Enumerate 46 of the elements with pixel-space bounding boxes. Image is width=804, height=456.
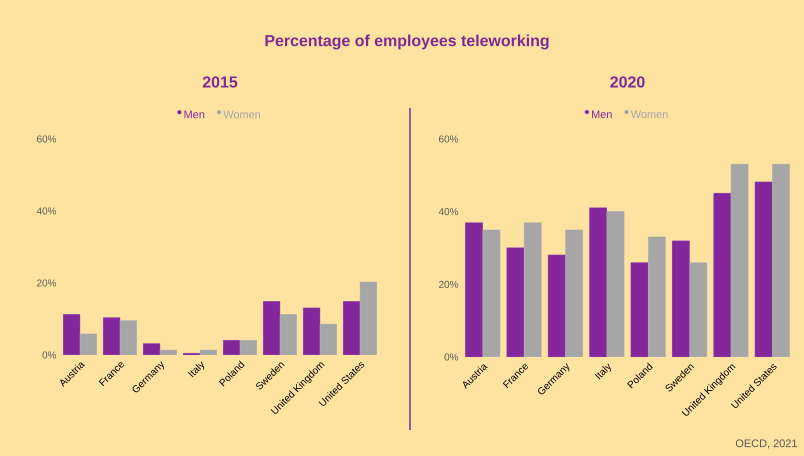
y-tick-label: 20% — [37, 279, 56, 287]
bar — [630, 262, 648, 357]
bar — [648, 236, 666, 357]
bar — [280, 314, 297, 355]
legend-label: Women — [223, 110, 260, 118]
bar — [772, 164, 790, 357]
bar — [506, 247, 524, 357]
x-tick-label: Italy — [594, 363, 611, 380]
bar — [524, 222, 542, 357]
bar — [360, 282, 377, 355]
y-tick-label: 20% — [439, 280, 458, 288]
bar — [63, 314, 80, 355]
bar — [223, 340, 240, 355]
legend-label: Women — [630, 110, 668, 118]
legend-label: Men — [592, 110, 612, 118]
bar — [713, 192, 732, 357]
bar — [730, 164, 749, 357]
legend-label: Men — [184, 110, 204, 118]
y-tick-label: 40% — [36, 207, 56, 215]
bar — [548, 254, 566, 357]
bar — [689, 262, 708, 357]
bar — [342, 301, 360, 355]
bar — [465, 222, 483, 357]
bar — [120, 320, 137, 355]
bar — [482, 230, 500, 357]
bar — [262, 301, 280, 355]
bar — [672, 240, 690, 357]
x-tick-label: Italy — [188, 361, 204, 378]
chart-title: Percentage of employees teleworking — [265, 34, 549, 50]
bar — [606, 211, 624, 357]
chart-subtitle: 2020 — [610, 76, 645, 88]
bar — [589, 207, 608, 357]
y-tick-label: 60% — [37, 135, 56, 143]
bar — [103, 317, 120, 355]
bar — [320, 324, 337, 355]
text: OECD, 2021 — [736, 439, 797, 448]
bar — [80, 334, 97, 355]
bar — [754, 182, 773, 357]
y-tick-label: 0% — [42, 351, 56, 359]
chart-subtitle: 2015 — [202, 76, 238, 88]
bar — [240, 340, 257, 355]
y-tick-label: 40% — [438, 208, 458, 216]
bar — [565, 230, 584, 357]
y-tick-label: 0% — [444, 353, 458, 361]
bar — [302, 308, 320, 355]
y-tick-label: 60% — [439, 135, 458, 143]
